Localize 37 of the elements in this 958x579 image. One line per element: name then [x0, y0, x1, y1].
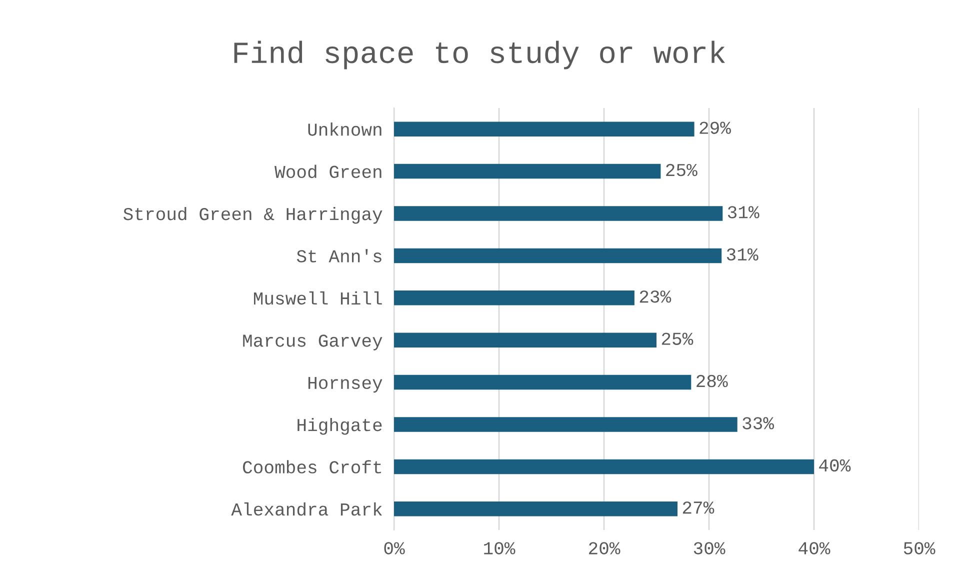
x-tick-label: 30% — [694, 542, 726, 554]
data-label: 31% — [726, 248, 758, 261]
bar — [394, 417, 738, 432]
data-label: 31% — [728, 206, 760, 218]
data-label: 40% — [819, 459, 851, 472]
bar — [394, 206, 723, 221]
x-tick-label: 10% — [484, 542, 516, 554]
data-label: 25% — [666, 164, 698, 176]
y-tick-label: Alexandra Park — [231, 502, 382, 516]
y-tick-label: Highgate — [298, 418, 382, 435]
x-tick-label: 0% — [384, 542, 405, 554]
data-label: 28% — [696, 374, 728, 388]
bar — [394, 374, 692, 390]
y-tick-label: Wood Green — [274, 164, 382, 178]
y-tick-label: Stroud Green & Harringay — [124, 206, 382, 224]
y-tick-label: St Ann's — [296, 249, 382, 262]
data-label: 29% — [700, 122, 731, 134]
bar — [394, 459, 814, 474]
bar — [394, 332, 656, 348]
bar — [394, 502, 678, 516]
data-label: 33% — [742, 417, 774, 430]
y-tick-label: Unknown — [308, 122, 382, 136]
chart-title: Find space to study or work — [234, 40, 725, 70]
data-label: 25% — [662, 332, 694, 345]
bar — [394, 122, 694, 136]
x-tick-label: 50% — [904, 542, 936, 554]
y-tick-label: Hornsey — [308, 376, 382, 393]
bar — [394, 290, 634, 306]
bar — [394, 248, 722, 264]
data-label: 23% — [640, 290, 672, 303]
data-label: 27% — [682, 501, 714, 514]
x-tick-label: 40% — [798, 542, 830, 554]
y-tick-label: Muswell Hill — [254, 291, 382, 305]
x-tick-label: 20% — [589, 542, 620, 554]
y-tick-label: Coombes Croft — [243, 460, 382, 474]
bar — [394, 164, 661, 179]
y-tick-label: Marcus Garvey — [243, 334, 382, 350]
